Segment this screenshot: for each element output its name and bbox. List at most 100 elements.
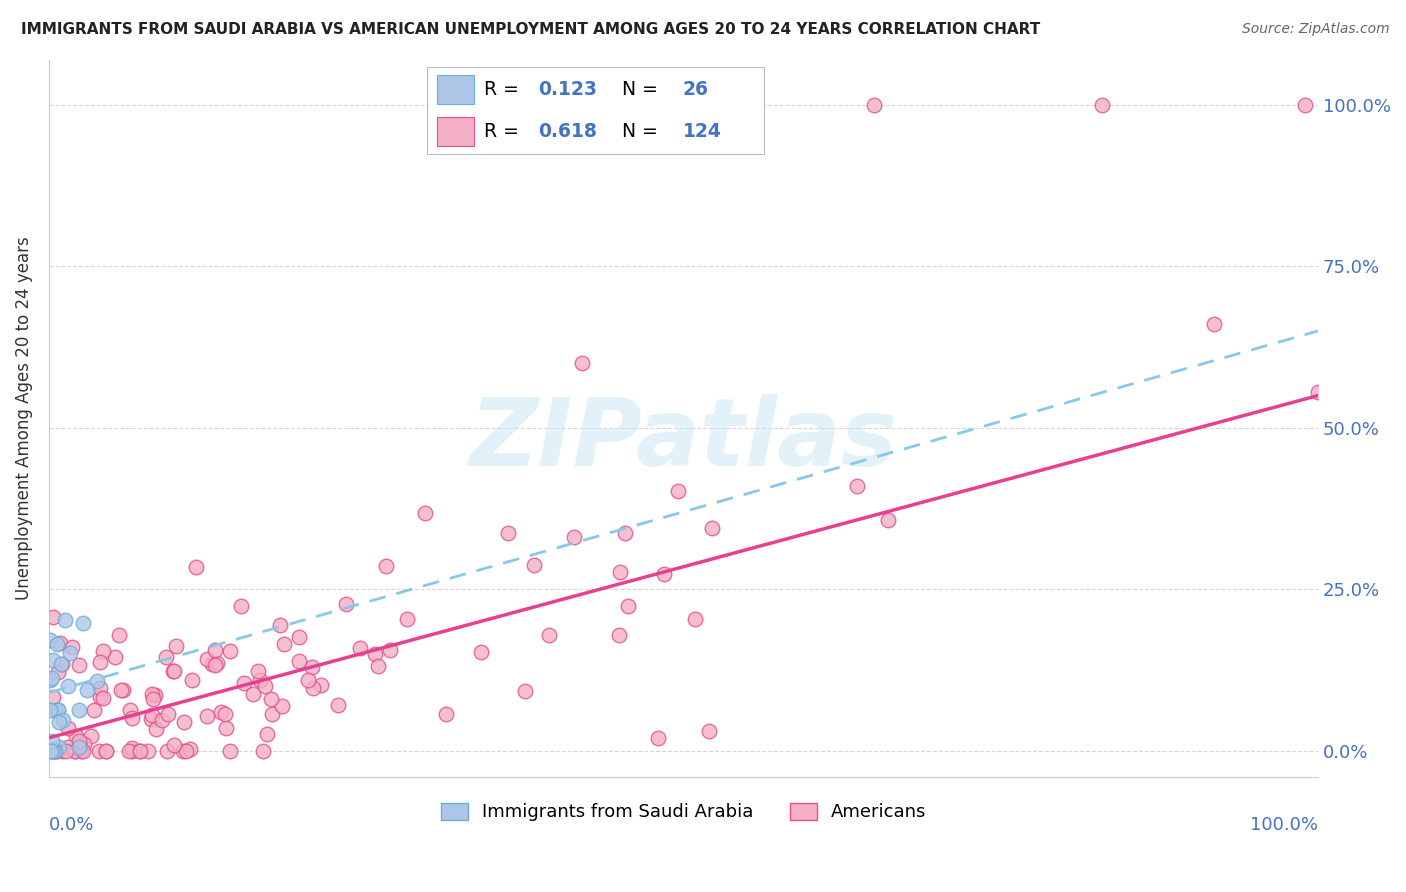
Point [155,649,177,664]
Point [89,655,111,669]
Point [256,727,278,741]
Point [176,744,198,758]
Point [129,744,152,758]
Point [42,744,65,758]
Point [309,678,332,692]
Point [143,689,166,703]
Point [46,665,69,679]
Point [53,613,76,627]
Point [367,659,389,673]
Point [496,526,519,541]
Point [67,734,90,748]
Point [52,713,75,727]
Point [142,692,165,706]
Point [120,703,142,717]
Point [1308,385,1330,400]
Point [73,737,96,751]
Point [204,642,226,657]
Point [39,744,62,758]
Point [163,738,186,752]
Point [184,560,207,574]
Point [121,744,143,758]
Point [39,744,62,758]
Point [1294,98,1316,112]
Point [846,478,869,492]
Point [141,687,163,701]
Point [150,713,173,727]
Point [67,740,90,755]
Point [434,707,457,722]
Point [121,711,143,725]
Point [253,679,276,693]
Point [413,506,436,520]
Point [108,628,131,642]
Point [396,612,419,626]
Point [335,597,357,611]
Point [156,744,179,758]
Point [863,98,886,112]
Point [89,690,111,705]
Point [111,682,134,697]
Point [72,615,94,630]
Point [59,646,82,660]
Point [157,707,180,722]
Point [118,744,141,758]
Point [260,707,283,722]
Point [136,744,159,758]
Point [537,628,560,642]
Point [51,744,73,758]
Point [67,658,90,673]
Point [214,707,236,722]
Point [46,703,69,717]
Point [49,636,72,650]
Point [87,744,110,758]
Point [141,707,163,722]
Point [242,687,264,701]
Point [165,640,187,654]
Point [205,657,228,671]
Point [273,637,295,651]
Legend: Immigrants from Saudi Arabia, Americans: Immigrants from Saudi Arabia, Americans [433,796,934,829]
Point [46,703,69,717]
Point [56,721,79,735]
Text: ZIPatlas: ZIPatlas [470,393,897,485]
Point [571,356,593,370]
Point [80,730,103,744]
Point [94,744,117,758]
Point [42,690,65,704]
Point [121,741,143,756]
Point [195,652,218,666]
Point [69,703,91,717]
Point [232,676,254,690]
Point [214,721,236,735]
Point [49,657,72,672]
Point [1204,317,1226,331]
Point [141,713,163,727]
Point [173,714,195,729]
Point [374,558,396,573]
Point [204,658,226,673]
Point [45,703,67,717]
Point [45,744,67,758]
Point [179,741,201,756]
Point [683,612,706,626]
Text: IMMIGRANTS FROM SAUDI ARABIA VS AMERICAN UNEMPLOYMENT AMONG AGES 20 TO 24 YEARS : IMMIGRANTS FROM SAUDI ARABIA VS AMERICAN… [21,22,1040,37]
Point [44,742,66,756]
Text: Source: ZipAtlas.com: Source: ZipAtlas.com [1241,22,1389,37]
Point [231,599,253,613]
Point [65,744,87,758]
Point [129,744,152,758]
Point [666,483,689,498]
Point [364,647,387,661]
Point [42,610,65,624]
Point [162,664,184,678]
Point [48,714,70,729]
Point [470,645,492,659]
Point [44,744,66,758]
Point [91,644,114,658]
Point [55,744,77,758]
Point [41,733,63,747]
Point [39,632,62,647]
Point [172,744,194,758]
Point [617,599,640,614]
